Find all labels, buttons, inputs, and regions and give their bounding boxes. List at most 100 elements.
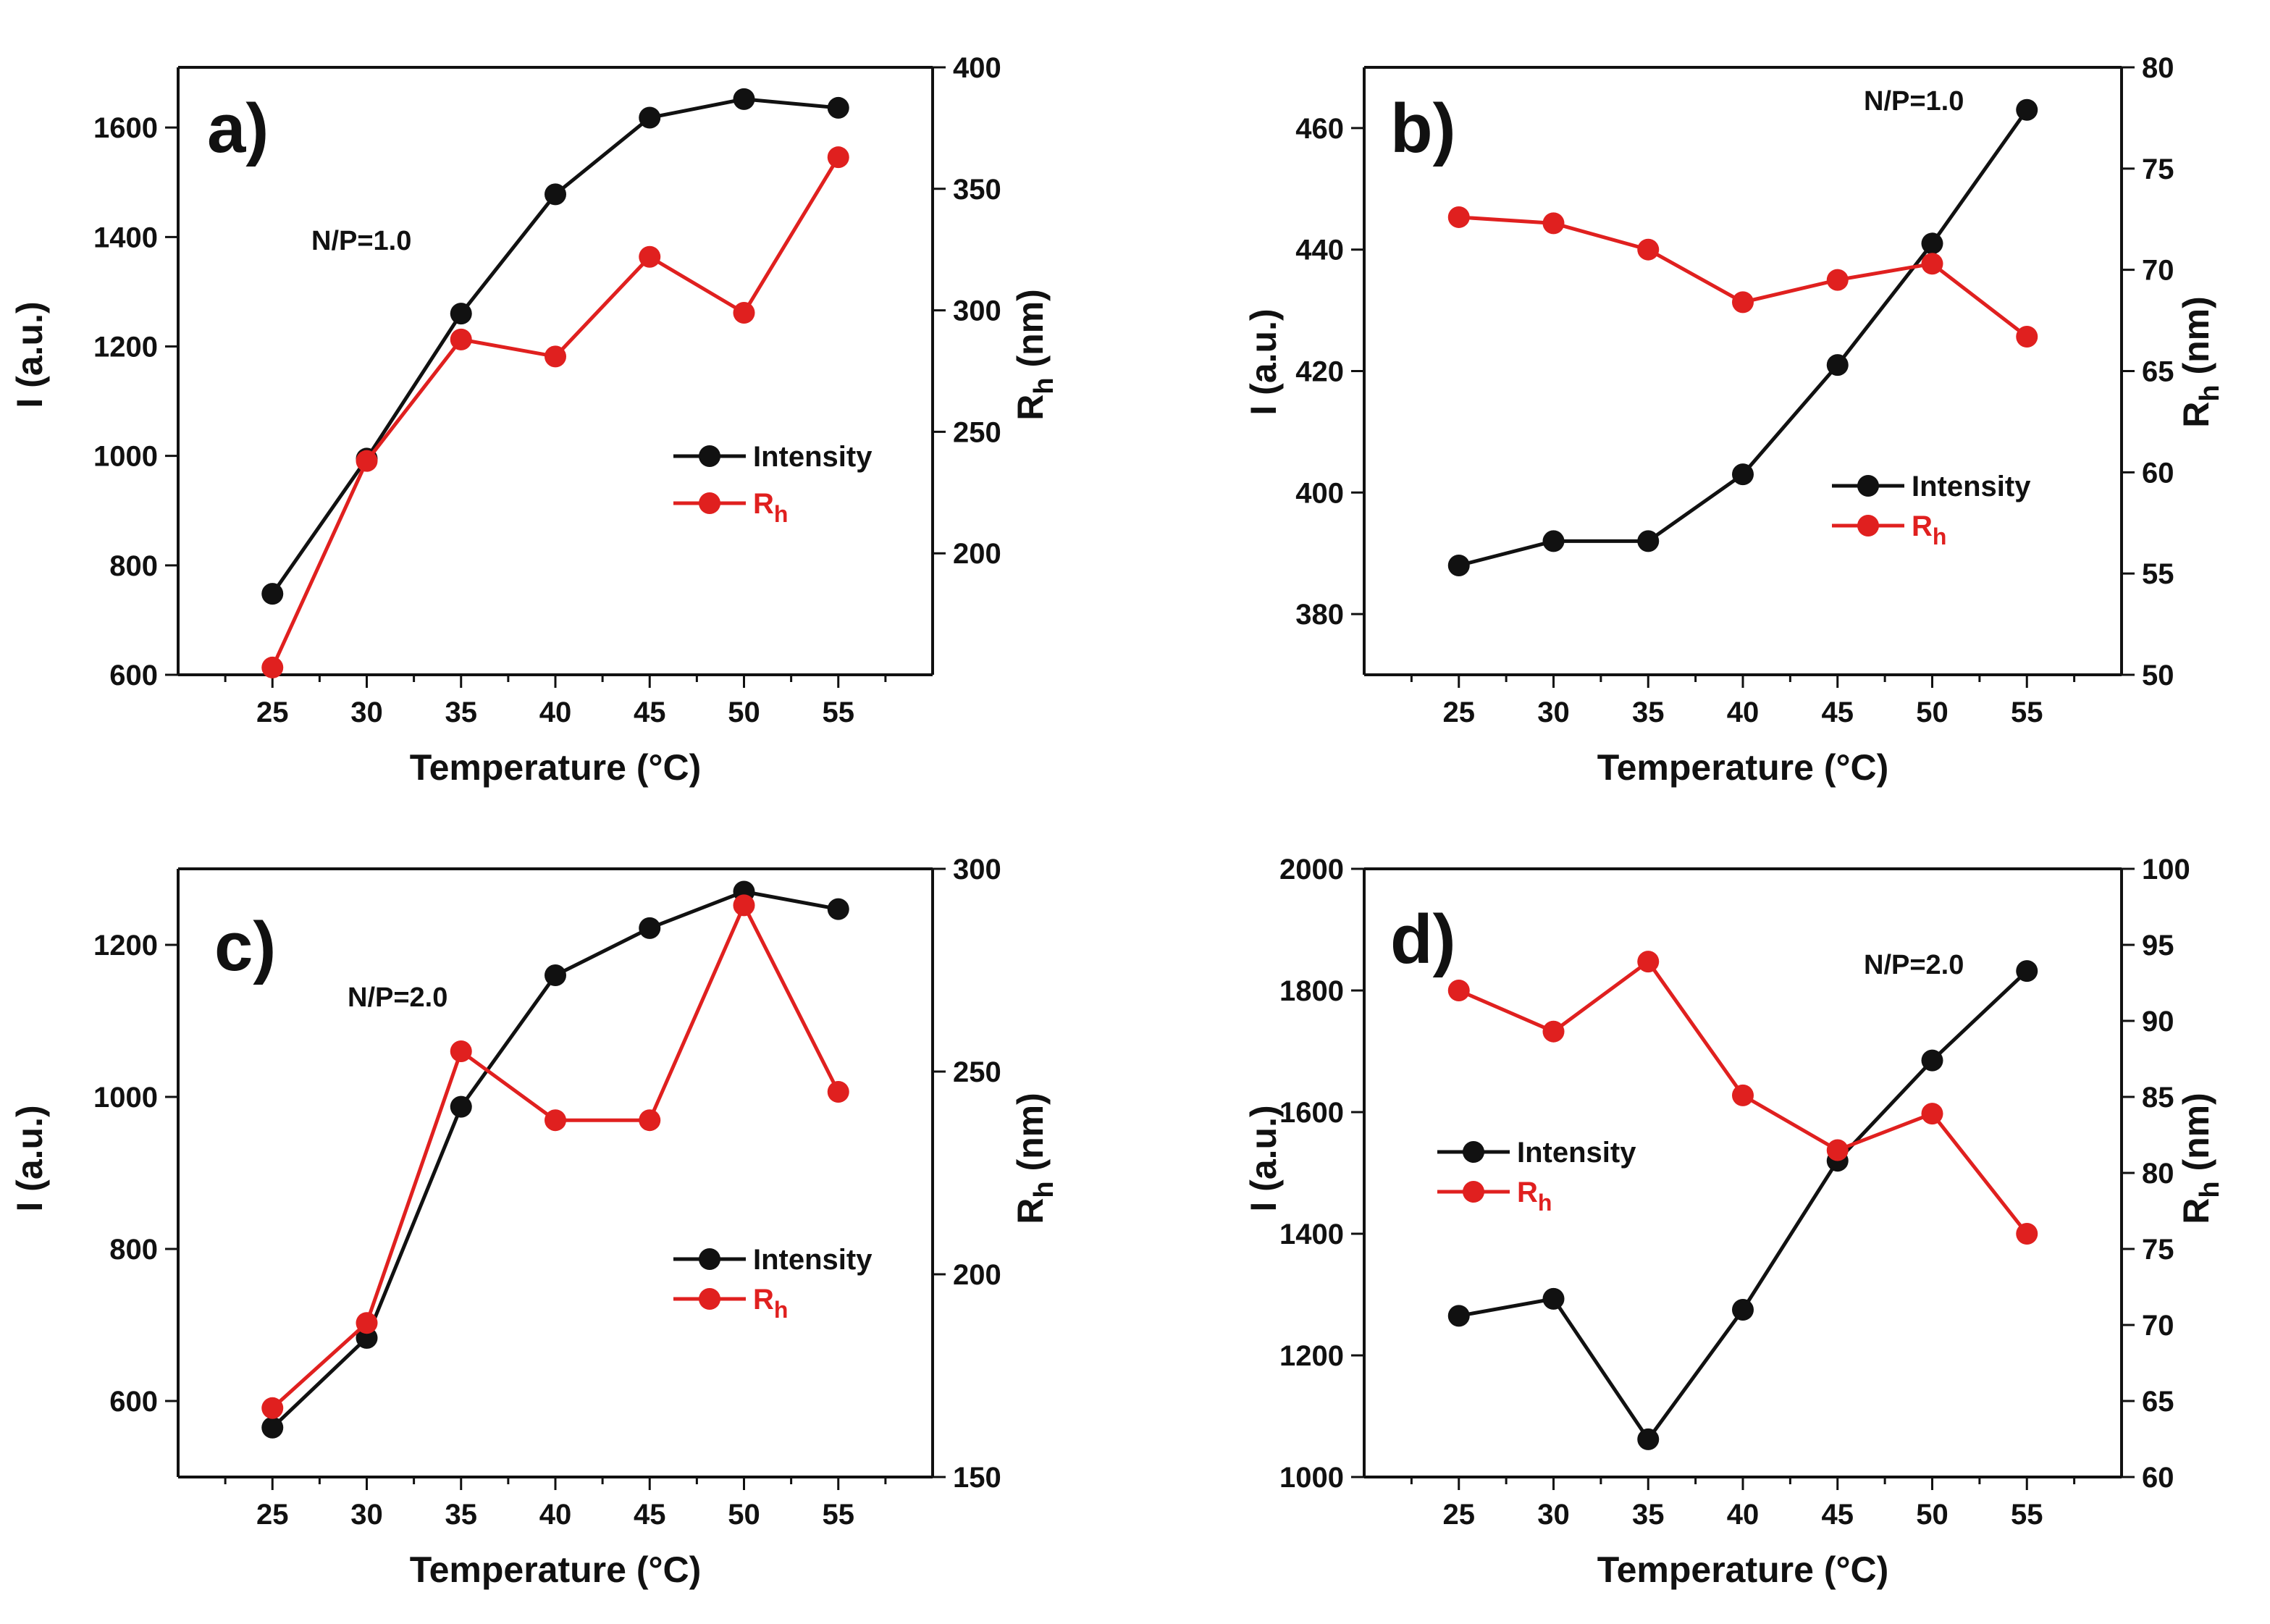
y-right-tick-label: 60 xyxy=(2142,1462,2174,1494)
x-axis-title: Temperature (°C) xyxy=(410,1549,701,1590)
y-right-tick-label: 85 xyxy=(2142,1082,2174,1114)
intensity-data-point xyxy=(1447,554,1470,576)
panel-label: b) xyxy=(1390,90,1456,167)
rh-data-point xyxy=(450,328,472,350)
y-left-tick-label: 1600 xyxy=(93,112,158,144)
np-ratio-annotation: N/P=1.0 xyxy=(1864,86,1964,117)
y-right-axis-title-sub: h xyxy=(1029,1181,1059,1198)
y-right-axis-title-sub: h xyxy=(1029,377,1059,394)
intensity-data-point xyxy=(639,106,661,129)
rh-data-point xyxy=(639,1109,661,1132)
y-right-tick-label: 100 xyxy=(2142,854,2190,885)
y-right-tick-label: 150 xyxy=(953,1462,1001,1494)
x-tick-label: 45 xyxy=(634,697,666,728)
legend: Intensity Rh xyxy=(1832,471,2031,550)
rh-data-point xyxy=(1826,269,1849,291)
legend-intensity-label: Intensity xyxy=(753,1244,873,1276)
rh-data-point xyxy=(1637,238,1660,261)
legend-rh-label: Rh xyxy=(753,1284,788,1323)
rh-data-point xyxy=(545,1109,566,1132)
rh-data-point xyxy=(356,1312,378,1334)
x-axis-title: Temperature (°C) xyxy=(410,747,701,788)
y-right-axis-title: Rh (nm) xyxy=(2176,1093,2225,1224)
intensity-data-point xyxy=(356,1326,378,1349)
y-right-tick-label: 90 xyxy=(2142,1006,2174,1038)
y-left-tick-label: 1400 xyxy=(93,222,158,253)
intensity-data-point xyxy=(2016,960,2038,983)
intensity-data-point xyxy=(1542,1287,1565,1310)
legend-rh-marker xyxy=(699,492,720,514)
y-left-tick-label: 800 xyxy=(109,1234,158,1266)
legend-intensity-marker xyxy=(699,1248,720,1270)
x-tick-label: 40 xyxy=(1727,697,1760,728)
legend-rh-label-sub: h xyxy=(1538,1190,1552,1216)
x-tick-label: 35 xyxy=(445,1499,478,1531)
intensity-data-point xyxy=(1637,530,1660,552)
y-right-tick-label: 75 xyxy=(2142,1234,2174,1266)
legend: Intensity Rh xyxy=(1437,1137,1636,1216)
intensity-data-point xyxy=(733,88,755,110)
legend-rh-label: Rh xyxy=(753,488,788,527)
intensity-data-point xyxy=(1732,463,1754,486)
panel-label: c) xyxy=(214,908,276,985)
intensity-data-point xyxy=(1921,232,1943,255)
legend-intensity-marker xyxy=(699,445,720,467)
intensity-data-point xyxy=(1921,1049,1943,1072)
legend-rh-marker xyxy=(1857,515,1879,537)
rh-data-point xyxy=(827,1081,849,1103)
rh-data-point xyxy=(2016,1223,2038,1245)
x-tick-label: 30 xyxy=(350,1499,383,1531)
y-right-axis-title-unit: (nm) xyxy=(2176,1093,2216,1181)
intensity-data-point xyxy=(450,1095,472,1118)
chart-panel-b: 25 30 35 40 45 50 55 380 400 420 440 460 50 55 60 65 70 7… xyxy=(1243,52,2225,788)
intensity-data-point xyxy=(1826,354,1849,376)
rh-data-point xyxy=(1826,1139,1849,1161)
intensity-data-point xyxy=(261,583,284,605)
x-tick-label: 25 xyxy=(1443,1499,1476,1531)
x-tick-label: 30 xyxy=(350,697,383,728)
y-right-tick-label: 55 xyxy=(2142,558,2174,590)
x-tick-label: 30 xyxy=(1537,697,1570,728)
y-left-tick-label: 1800 xyxy=(1279,975,1344,1007)
legend-rh-marker xyxy=(699,1288,720,1310)
y-right-tick-label: 80 xyxy=(2142,1158,2174,1190)
legend-rh-label-sub: h xyxy=(1933,523,1947,550)
y-right-tick-label: 80 xyxy=(2142,52,2174,84)
legend-intensity-marker xyxy=(1857,475,1879,497)
rh-data-point xyxy=(545,345,566,368)
rh-data-point xyxy=(733,301,755,324)
rh-data-point xyxy=(1542,1020,1565,1043)
x-tick-label: 55 xyxy=(2011,697,2043,728)
rh-data-point xyxy=(450,1040,472,1062)
y-right-tick-label: 60 xyxy=(2142,457,2174,489)
x-tick-label: 45 xyxy=(634,1499,666,1531)
x-tick-label: 55 xyxy=(823,1499,855,1531)
legend-rh-label-main: R xyxy=(753,488,774,520)
np-ratio-annotation: N/P=2.0 xyxy=(348,983,447,1013)
x-tick-label: 40 xyxy=(1727,1499,1760,1531)
legend-rh-label: Rh xyxy=(1517,1177,1552,1216)
x-tick-label: 50 xyxy=(728,697,760,728)
y-left-tick-label: 1600 xyxy=(1279,1097,1344,1129)
x-tick-label: 35 xyxy=(1632,697,1665,728)
y-right-axis-title-unit: (nm) xyxy=(1010,289,1051,377)
y-left-tick-label: 800 xyxy=(109,550,158,582)
x-tick-label: 45 xyxy=(1822,1499,1854,1531)
y-right-axis-title: Rh (nm) xyxy=(2176,296,2225,428)
x-tick-label: 25 xyxy=(256,1499,289,1531)
y-left-tick-label: 1200 xyxy=(1279,1340,1344,1372)
intensity-data-point xyxy=(2016,98,2038,121)
rh-data-point xyxy=(733,894,755,917)
rh-series-line xyxy=(1458,215,2028,338)
rh-data-point xyxy=(1542,212,1565,235)
y-right-axis-title-sub: h xyxy=(2195,384,2225,401)
y-left-tick-label: 2000 xyxy=(1279,854,1344,885)
rh-data-point xyxy=(1447,206,1470,228)
rh-data-point xyxy=(1921,253,1943,275)
y-right-tick-label: 75 xyxy=(2142,153,2174,185)
y-left-axis-title: I (a.u.) xyxy=(1243,308,1284,415)
y-right-tick-label: 200 xyxy=(953,1259,1001,1291)
y-left-tick-label: 380 xyxy=(1295,599,1344,631)
x-tick-label: 55 xyxy=(2011,1499,2043,1531)
